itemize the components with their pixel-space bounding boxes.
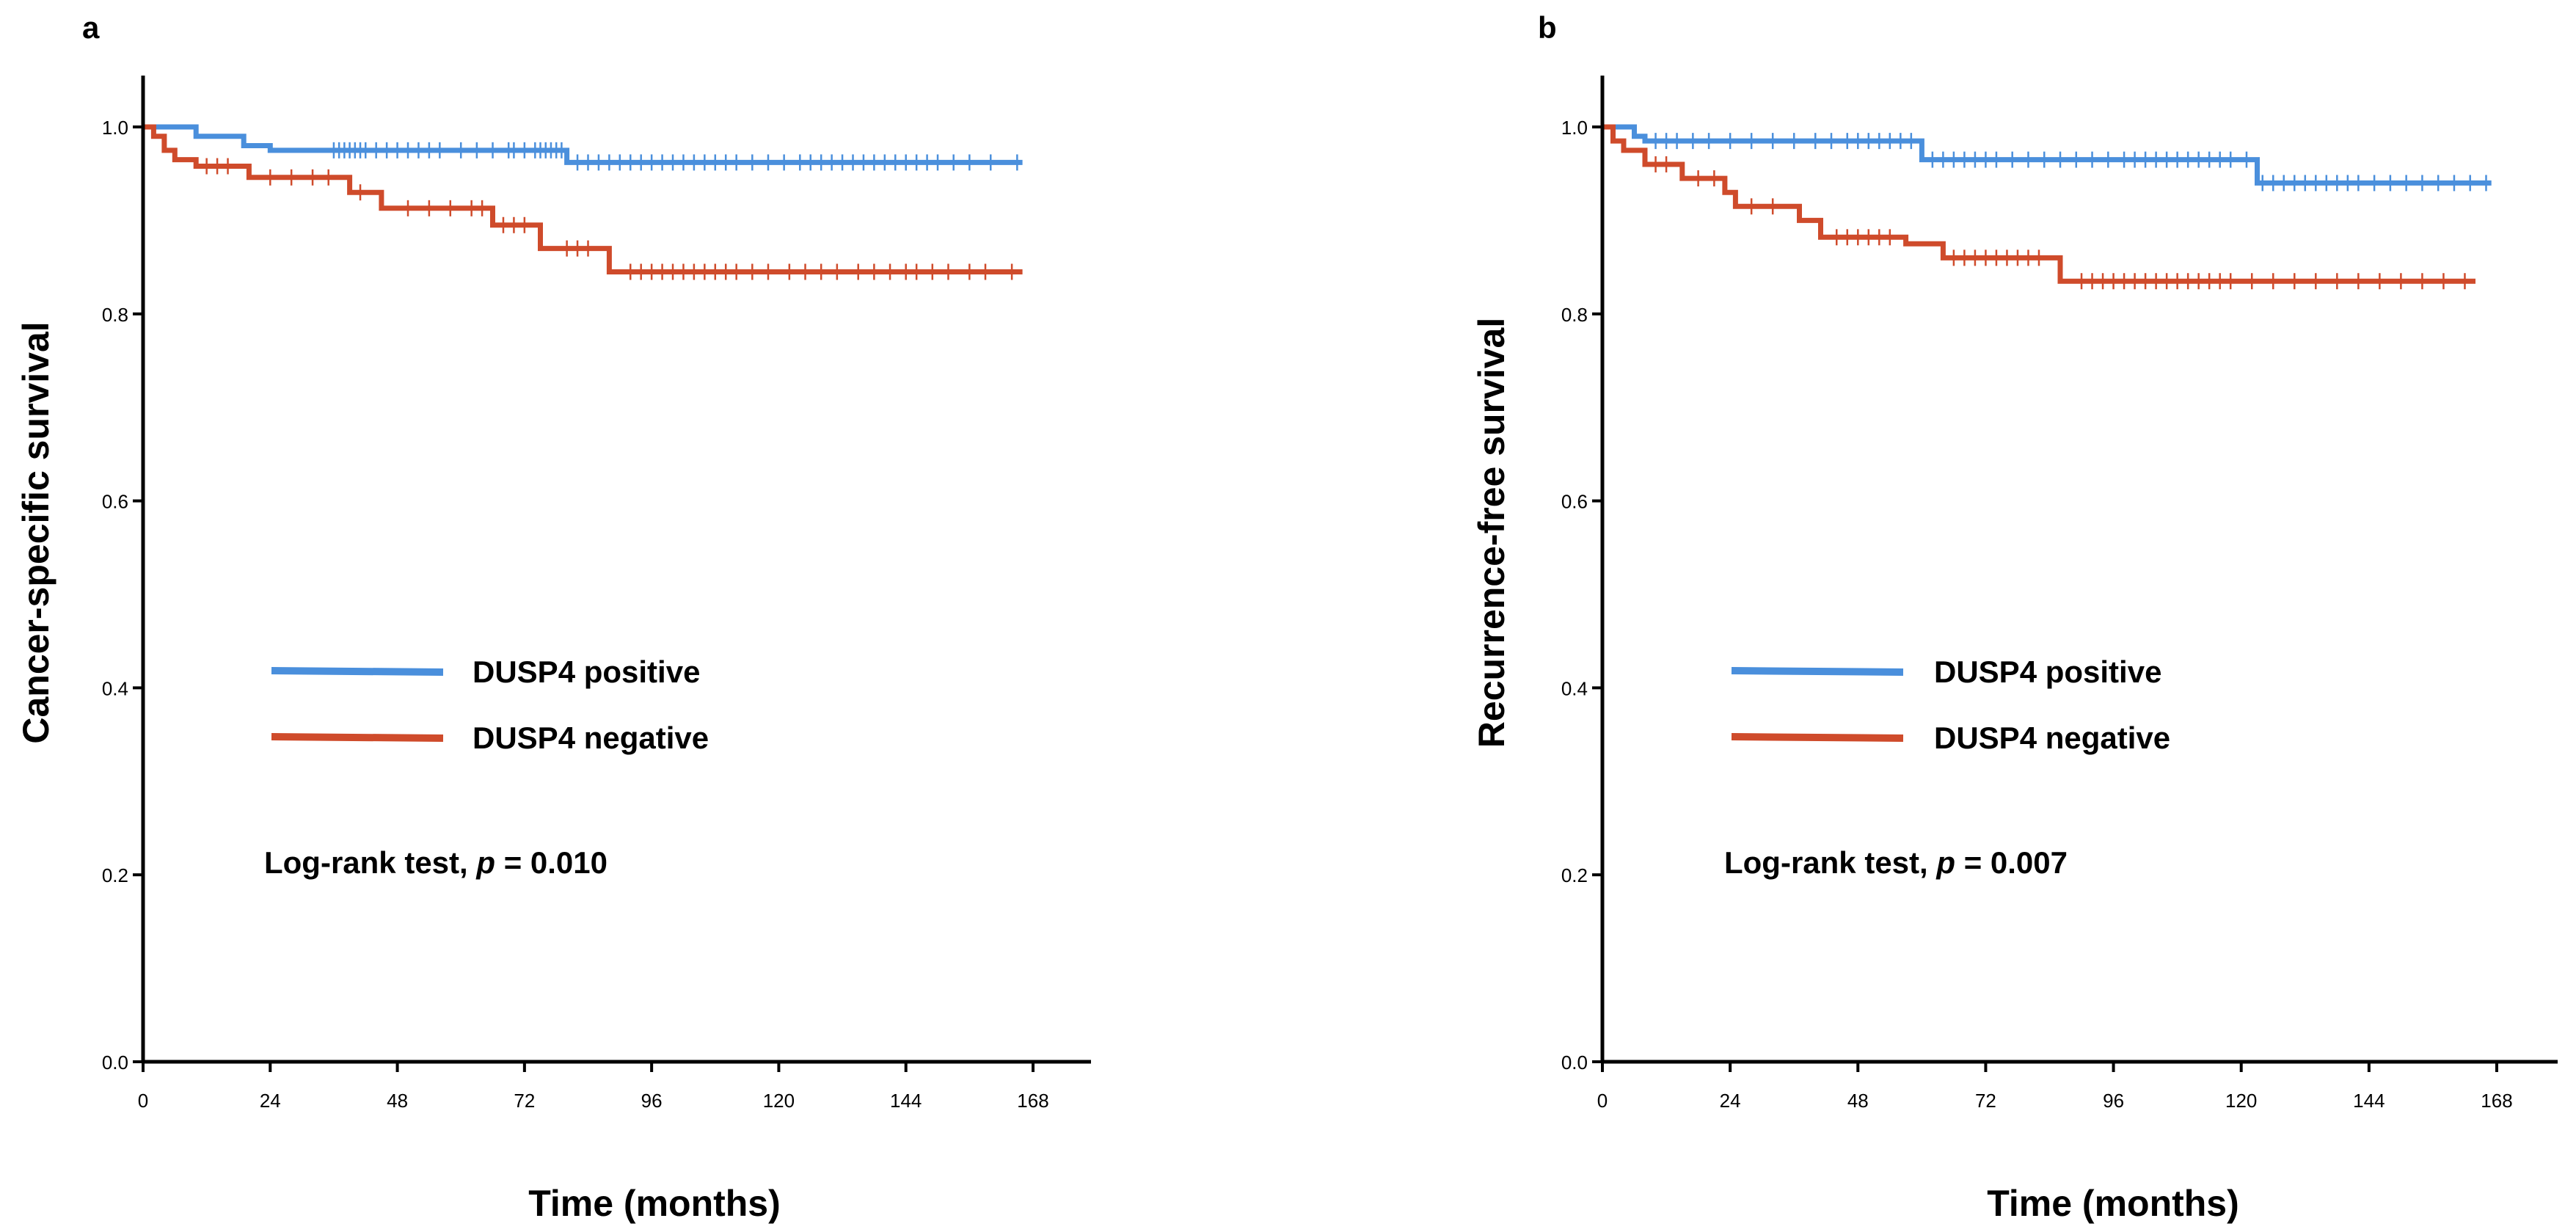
x-tick-label: 24	[260, 1090, 281, 1112]
km-chart-b: b Recurrence-free survival Time (months)…	[1471, 10, 2558, 1224]
y-tick-label: 0.6	[102, 491, 128, 513]
legend-swatch-positive	[271, 667, 444, 676]
y-tick-label: 0.0	[1561, 1051, 1588, 1074]
legend-label-negative: DUSP4 negative	[1934, 721, 2170, 755]
x-tick-label: 48	[387, 1090, 408, 1112]
x-tick-label: 120	[2225, 1090, 2257, 1112]
curves-layer	[143, 124, 1023, 280]
legend-swatch-negative	[1731, 733, 1904, 742]
y-tick-label: 0.2	[102, 864, 128, 886]
legend-swatch-positive	[1731, 667, 1904, 676]
curves-layer	[1602, 124, 2492, 290]
survival-curve-negative	[1602, 124, 2475, 284]
annotation-p: p	[1935, 845, 1955, 880]
annotation-prefix: Log-rank test,	[1724, 845, 1936, 880]
panel-label-b: b	[1538, 10, 1557, 45]
logrank-annotation: Log-rank test, p = 0.010	[264, 845, 607, 880]
legend: DUSP4 positive DUSP4 negative	[271, 655, 709, 755]
annotation-value: = 0.007	[1955, 845, 2068, 880]
x-tick-label: 72	[1975, 1090, 1996, 1112]
y-tick-label: 0.8	[1561, 304, 1588, 326]
y-tick-label: 0.2	[1561, 864, 1588, 886]
logrank-annotation: Log-rank test, p = 0.007	[1724, 845, 2068, 880]
survival-curve-positive	[1602, 124, 2492, 186]
survival-curve-negative	[143, 124, 1023, 274]
x-tick-label: 96	[641, 1090, 663, 1112]
annotation-p: p	[475, 845, 495, 880]
x-tick-label: 168	[2481, 1090, 2512, 1112]
legend: DUSP4 positive DUSP4 negative	[1731, 655, 2170, 755]
legend-label-positive: DUSP4 positive	[472, 655, 700, 689]
x-tick-label: 120	[763, 1090, 795, 1112]
x-tick-label: 0	[1597, 1090, 1608, 1112]
y-tick-label: 0.4	[102, 677, 128, 699]
legend-swatch-negative	[271, 733, 444, 742]
survival-curve-positive	[143, 124, 1023, 165]
x-tick-label: 72	[514, 1090, 535, 1112]
legend-label-negative: DUSP4 negative	[472, 721, 709, 755]
x-tick-label: 48	[1847, 1090, 1869, 1112]
x-tick-label: 144	[890, 1090, 922, 1112]
legend-label-positive: DUSP4 positive	[1934, 655, 2161, 689]
panel-label-a: a	[82, 10, 100, 45]
annotation-value: = 0.010	[495, 845, 607, 880]
km-chart-a: a Cancer-specific survival Time (months)…	[15, 10, 1091, 1224]
tick-layer: 0.0 0.2 0.4 0.6 0.8 1.0 0 24 48 72 96 120 144 168	[1561, 117, 2513, 1112]
y-tick-label: 1.0	[1561, 117, 1588, 139]
y-tick-label: 0.4	[1561, 677, 1588, 699]
x-axis-title: Time (months)	[1987, 1183, 2239, 1224]
x-tick-label: 0	[138, 1090, 148, 1112]
x-axis-title: Time (months)	[528, 1183, 781, 1224]
y-tick-label: 0.0	[102, 1051, 128, 1074]
annotation-prefix: Log-rank test,	[264, 845, 476, 880]
tick-layer: 0.0 0.2 0.4 0.6 0.8 1.0 0 24 48 72 96 120 144 168	[102, 117, 1049, 1112]
x-tick-label: 144	[2353, 1090, 2385, 1112]
x-tick-label: 24	[1720, 1090, 1741, 1112]
y-tick-label: 0.6	[1561, 491, 1588, 513]
y-tick-label: 0.8	[102, 304, 128, 326]
chart-panel-a: a Cancer-specific survival Time (months)…	[15, 10, 1091, 1224]
y-axis-title: Recurrence-free survival	[1471, 318, 1512, 748]
x-tick-label: 96	[2103, 1090, 2124, 1112]
y-axis-title: Cancer-specific survival	[15, 321, 56, 743]
y-tick-label: 1.0	[102, 117, 128, 139]
chart-panel-b: b Recurrence-free survival Time (months)…	[1288, 0, 2576, 1232]
x-tick-label: 168	[1017, 1090, 1048, 1112]
